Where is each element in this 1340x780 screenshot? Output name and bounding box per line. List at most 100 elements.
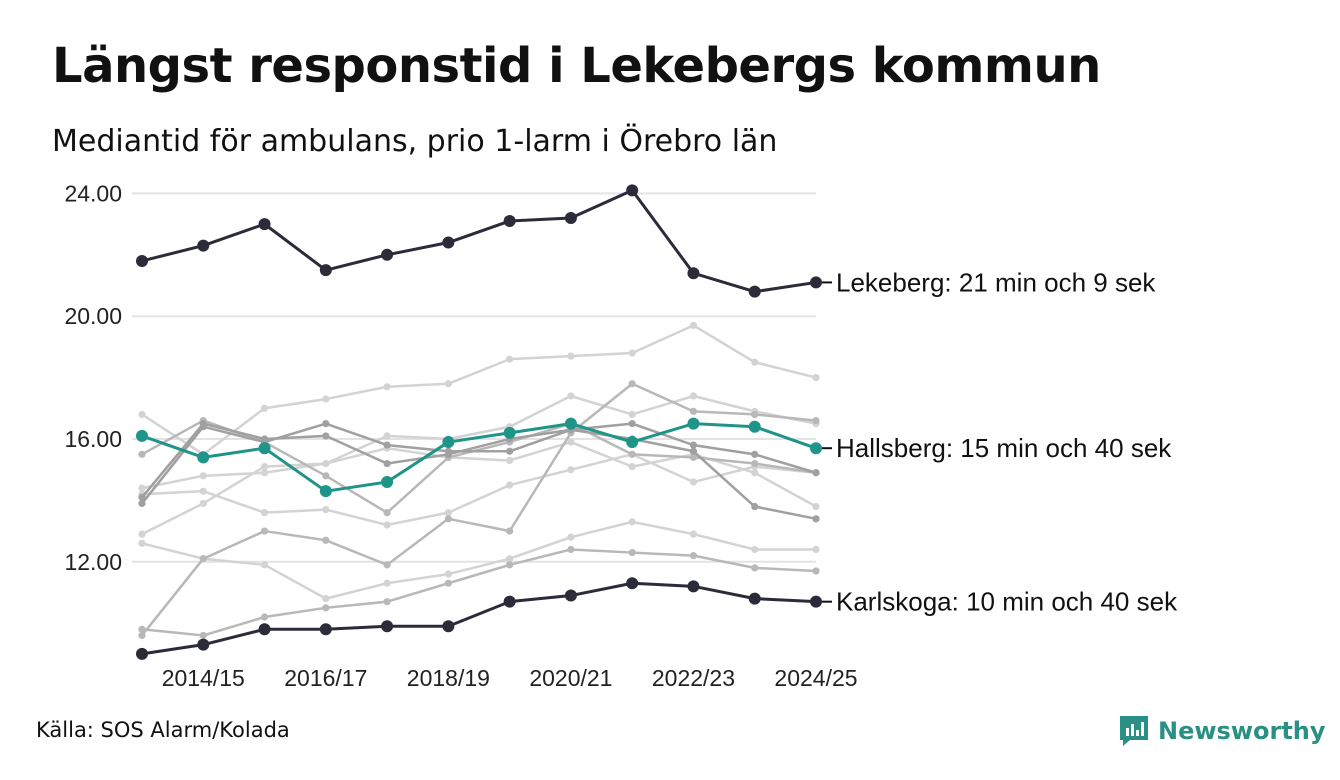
data-point <box>812 502 820 511</box>
series-g7 <box>138 545 820 640</box>
y-tick-label: 16.00 <box>64 426 122 452</box>
data-point <box>812 469 820 477</box>
data-point <box>689 453 698 462</box>
data-point <box>628 410 636 419</box>
data-point <box>506 527 514 535</box>
data-point <box>628 518 636 526</box>
data-point <box>383 432 391 440</box>
data-point <box>503 595 516 608</box>
data-point <box>381 475 394 488</box>
series-g8 <box>138 380 820 640</box>
data-point <box>506 447 514 455</box>
data-point <box>751 564 759 572</box>
data-point <box>567 438 575 446</box>
data-point <box>689 552 698 560</box>
brand-logo: Newsworthy <box>1118 714 1326 748</box>
data-point <box>322 505 330 514</box>
data-point <box>138 631 146 640</box>
series-line <box>141 581 817 656</box>
data-point <box>442 620 455 633</box>
data-point <box>444 579 452 587</box>
data-point <box>751 545 759 554</box>
data-point <box>628 420 636 428</box>
data-point <box>751 450 759 458</box>
series-karlskoga <box>136 577 822 660</box>
data-point <box>444 450 452 458</box>
data-point <box>748 592 761 605</box>
data-point <box>748 285 761 298</box>
data-point <box>383 598 391 606</box>
data-point <box>812 567 820 575</box>
data-point <box>260 509 269 517</box>
data-point <box>567 533 575 541</box>
series-line <box>141 324 817 456</box>
data-point <box>381 620 394 633</box>
series-lekeberg <box>136 184 822 298</box>
data-point <box>197 451 210 464</box>
data-point <box>383 441 391 449</box>
data-point <box>322 604 330 612</box>
series-line <box>141 188 817 294</box>
data-point <box>383 521 391 529</box>
data-point <box>383 561 391 569</box>
data-point <box>567 466 575 474</box>
series-g9 <box>138 420 820 508</box>
series-line <box>141 422 817 521</box>
data-point <box>751 459 759 468</box>
data-point <box>689 321 698 330</box>
data-point <box>628 548 636 557</box>
data-point <box>810 276 822 289</box>
data-point <box>136 254 148 267</box>
x-tick-label: 2018/19 <box>407 665 490 691</box>
data-point <box>444 515 452 523</box>
series-hallsberg <box>136 417 822 498</box>
data-point <box>260 527 269 535</box>
data-point <box>260 613 269 621</box>
x-axis: 2014/15 2016/17 2018/19 2020/21 2022/23 2024/… <box>162 665 858 691</box>
data-point <box>748 420 761 433</box>
data-point <box>199 631 207 640</box>
data-point <box>628 463 636 471</box>
series-annotations: Lekeberg: 21 min och 9 sek Hallsberg: 15 … <box>822 267 1178 617</box>
x-tick-label: 2020/21 <box>529 665 612 691</box>
data-point <box>260 435 269 443</box>
data-point <box>322 395 330 403</box>
data-point <box>689 407 698 415</box>
data-point <box>322 420 330 428</box>
data-point <box>258 218 271 231</box>
data-point <box>626 577 639 590</box>
data-point <box>506 561 514 569</box>
data-point <box>197 239 210 252</box>
data-point <box>687 267 700 280</box>
data-point <box>442 236 455 249</box>
data-point <box>812 515 820 523</box>
series-lines <box>136 184 822 660</box>
data-point <box>567 545 575 554</box>
annotation-label: Lekeberg: 21 min och 9 sek <box>836 267 1156 297</box>
data-point <box>626 436 639 449</box>
data-point <box>628 380 636 388</box>
x-tick-label: 2024/25 <box>774 665 857 691</box>
data-point <box>812 416 820 425</box>
data-point <box>199 555 207 563</box>
annotation-label: Hallsberg: 15 min och 40 sek <box>836 433 1172 463</box>
data-point <box>810 595 822 608</box>
data-point <box>812 373 820 382</box>
data-point <box>197 638 210 651</box>
data-point <box>564 589 577 602</box>
y-tick-label: 12.00 <box>64 549 122 575</box>
series-line <box>141 520 816 600</box>
data-point <box>444 509 452 517</box>
x-tick-label: 2016/17 <box>284 665 367 691</box>
data-point <box>628 450 636 458</box>
data-point <box>260 404 269 412</box>
data-point <box>503 426 516 439</box>
source-note: Källa: SOS Alarm/Kolada <box>36 718 290 742</box>
data-point <box>383 509 391 517</box>
series-g10 <box>138 420 820 523</box>
data-point <box>506 456 514 465</box>
data-point <box>319 623 332 636</box>
annotation-label: Karlskoga: 10 min och 40 sek <box>836 587 1178 617</box>
data-point <box>810 442 822 455</box>
